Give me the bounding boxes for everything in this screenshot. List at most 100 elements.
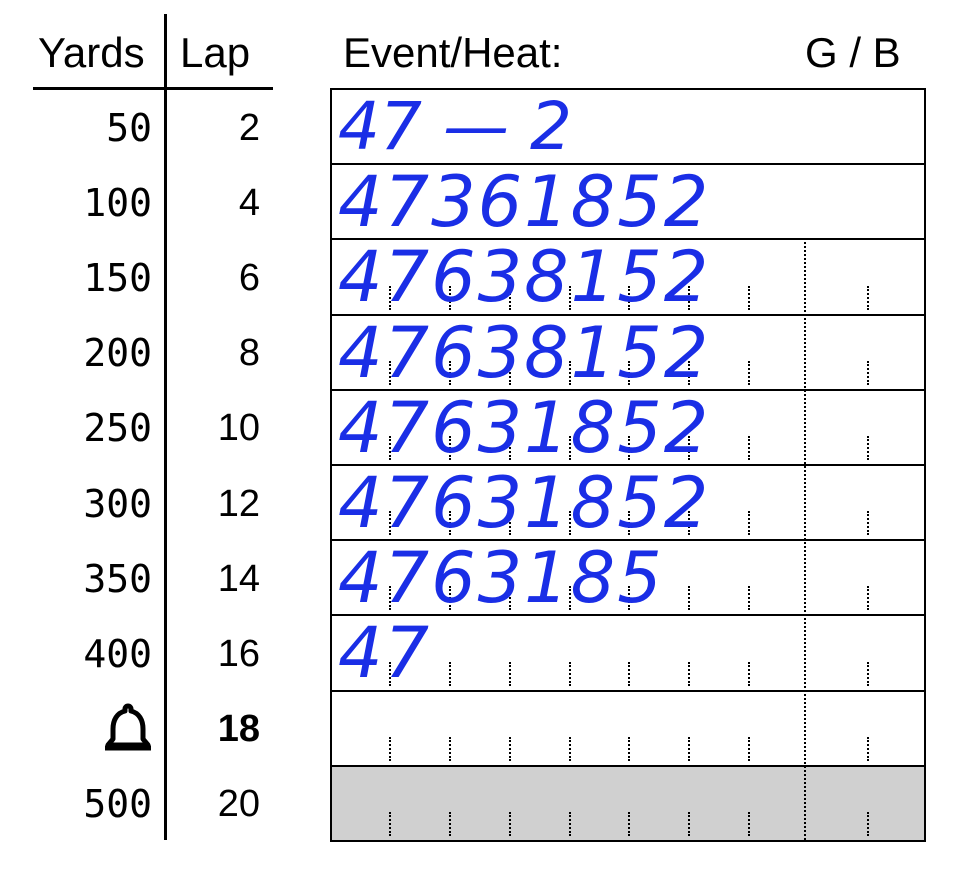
split-yards: 50 [106,105,152,150]
lane-order-value: 47361852 [338,161,711,244]
lane-tick [748,511,750,536]
lane-tick [509,511,511,536]
lane-tick [449,811,451,836]
split-lap: 10 [217,407,260,450]
lane-tick [867,360,869,385]
lane-tick [748,360,750,385]
lane-tick [628,661,630,686]
lane-tick [867,586,869,611]
lane-tick [748,736,750,761]
lane-tick [449,661,451,686]
lane-order-cell: 47631852 [330,386,926,469]
lane-tick [867,811,869,836]
lane-order-cell [330,764,926,842]
finish-divider [804,238,806,840]
lane-tick [688,736,690,761]
lane-tick [569,435,571,460]
lane-tick [628,811,630,836]
lane-tick [688,586,690,611]
lane-order-value: 47638152 [338,236,711,319]
lane-tick [569,285,571,310]
lane-tick [389,661,391,686]
yards-header: Yards [38,29,145,76]
lane-tick [449,586,451,611]
lane-tick [389,285,391,310]
split-yards: 150 [83,256,152,300]
lane-tick [509,736,511,761]
lane-tick [509,360,511,385]
lane-order-value: 47 [338,612,432,695]
lane-order-value: 47638152 [338,311,711,394]
lane-tick [389,360,391,385]
split-lap: 4 [238,181,260,224]
split-lap: 16 [217,633,260,675]
lane-tick [688,511,690,536]
split-yards: 400 [83,632,152,676]
lane-tick [569,586,571,611]
lane-order-cell: 47631852 [330,462,926,544]
lane-tick [389,586,391,611]
lane-tick [509,586,511,611]
lane-tick [628,285,630,310]
header-underline [33,87,273,90]
lane-tick [867,511,869,536]
event-heat-header: Event/Heat: [343,29,563,76]
lane-tick [688,435,690,460]
split-lap: 20 [217,783,260,826]
lane-order-cell: 47 [330,612,926,695]
lane-tick [867,435,869,460]
lane-tick [867,736,869,761]
lane-order-cell: 47361852 [330,161,926,244]
event-heat-value: 47 — 2 [338,88,572,165]
lane-tick [449,285,451,310]
lane-tick [688,811,690,836]
lane-tick [748,285,750,310]
lane-tick [748,811,750,836]
gender-header: G / B [805,29,901,76]
lane-tick [389,811,391,836]
lane-order-cell: 47638152 [330,311,926,394]
lane-tick [569,511,571,536]
lane-tick [569,360,571,385]
lane-order-value: 47631852 [338,462,711,544]
split-yards: 350 [83,556,152,601]
split-lap: 18 [217,708,260,751]
lane-order-cell [330,689,926,767]
lane-tick [389,736,391,761]
split-lap: 14 [217,557,260,600]
split-lap: 8 [238,332,260,375]
lane-tick [688,285,690,310]
lane-tick [688,360,690,385]
split-lap: 12 [217,482,260,525]
lane-order-value: 4763185 [338,537,664,620]
split-yards: 500 [83,782,152,827]
split-lap: 6 [238,257,260,299]
lane-tick [509,285,511,310]
event-heat-cell: 47 — 2 [330,88,926,166]
lane-tick [389,511,391,536]
column-divider [164,14,167,840]
lane-tick [449,360,451,385]
lane-tick [628,736,630,761]
lane-tick [688,661,690,686]
split-yards: 100 [83,180,152,225]
lane-tick [628,511,630,536]
split-yards: 300 [83,481,152,526]
split-yards: 250 [83,406,152,451]
lane-tick [449,736,451,761]
lane-tick [628,435,630,460]
lane-order-cell: 4763185 [330,537,926,620]
lane-order-cell: 47638152 [330,236,926,319]
lane-tick [449,435,451,460]
split-lap: 2 [238,106,260,149]
lane-tick [509,435,511,460]
lane-tick [628,360,630,385]
lane-tick [748,661,750,686]
bell-icon [100,702,156,752]
lane-tick [509,811,511,836]
split-yards: 200 [83,331,152,376]
lane-order-value: 47631852 [338,386,711,469]
lane-tick [748,435,750,460]
lane-tick [569,661,571,686]
lap-grid: 47 — 2 47361852 47638152 47638152 47631852 47… [330,88,926,842]
